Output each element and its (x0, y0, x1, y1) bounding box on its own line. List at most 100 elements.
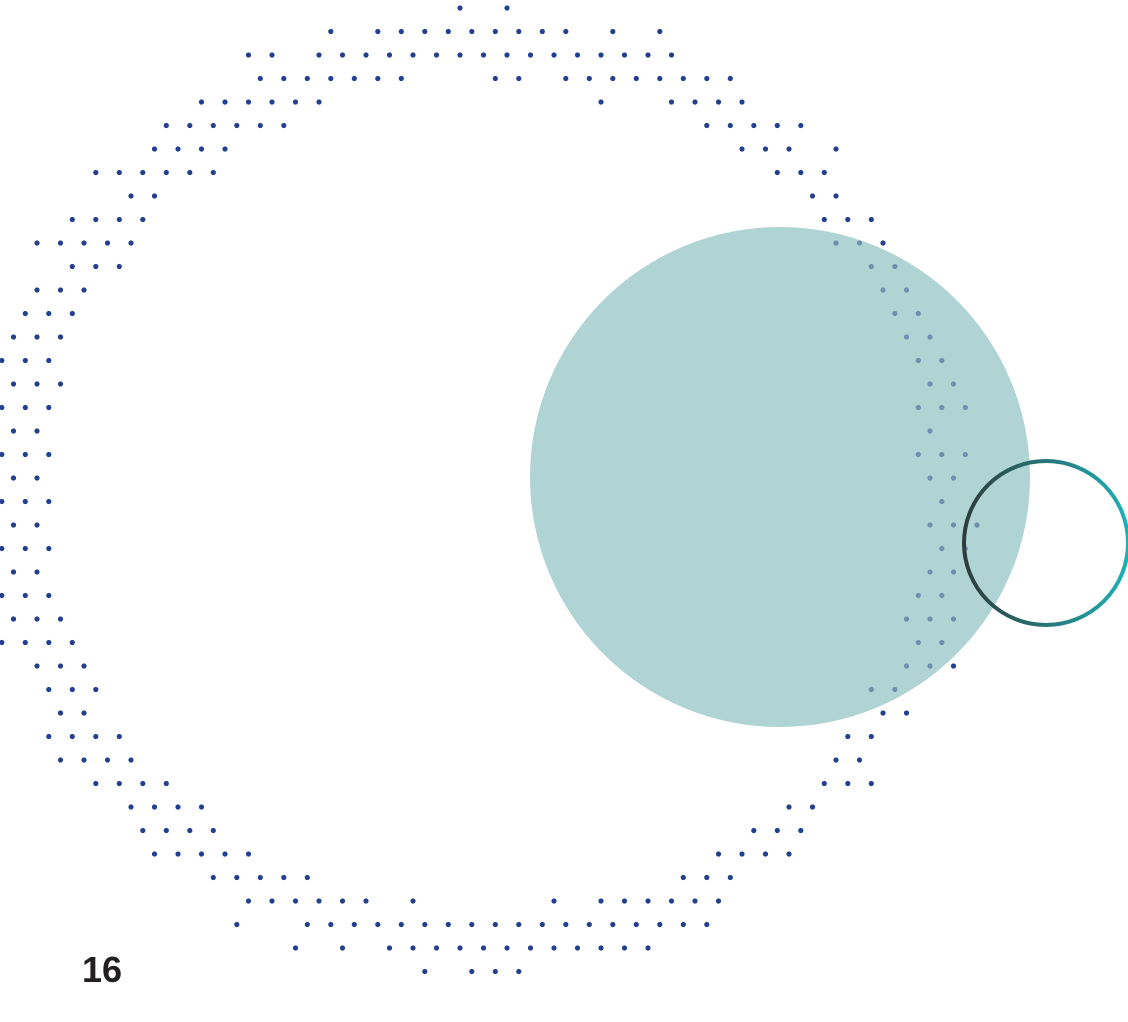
ring-dot (10, 522, 17, 528)
page-number: 16 (82, 949, 123, 990)
ring-dot (598, 99, 604, 105)
gradient-ring-outline-icon (962, 459, 1128, 627)
ring-dot (339, 945, 346, 951)
ring-dot (163, 122, 169, 129)
ring-dot (915, 592, 921, 599)
ring-dot (504, 945, 510, 951)
ring-dot (292, 99, 299, 105)
ring-dot (504, 5, 510, 11)
ring-dot (868, 263, 874, 270)
ring-dot (422, 28, 428, 35)
ring-dot (551, 52, 557, 58)
ring-dot (0, 639, 5, 646)
ring-dot (445, 921, 451, 928)
ring-dot (210, 122, 216, 129)
ring-dot (492, 921, 498, 928)
ring-dot (645, 898, 651, 904)
ring-dot (316, 52, 322, 58)
ring-dot (128, 757, 134, 763)
ring-dot (915, 357, 921, 364)
ring-dot (93, 216, 99, 223)
ring-dot (950, 522, 957, 528)
ring-dot (433, 945, 440, 951)
ring-dot (46, 357, 52, 364)
ring-dot (880, 287, 886, 293)
ring-dot (398, 921, 404, 928)
dotted-ring-overlay-icon (833, 240, 980, 693)
ring-dot (704, 122, 710, 129)
ring-dot (610, 28, 616, 35)
ring-dot (633, 75, 639, 82)
ring-dot (657, 921, 663, 928)
ring-dot (927, 381, 933, 387)
ring-dot (363, 52, 369, 58)
ring-dot (10, 381, 17, 387)
ring-dot (457, 945, 463, 951)
ring-dot (222, 851, 228, 857)
ring-dot (915, 404, 921, 411)
ring-dot (962, 451, 968, 458)
ring-dot (46, 310, 52, 317)
ring-dot (563, 75, 569, 82)
ring-dot (950, 663, 957, 669)
ring-dot (198, 99, 205, 105)
ring-dot (386, 52, 393, 58)
ring-dot (386, 945, 393, 951)
ring-dot (269, 99, 275, 105)
ring-dot (480, 52, 487, 58)
ring-dot (598, 52, 604, 58)
ring-dot (927, 663, 933, 669)
ring-dot (480, 945, 487, 951)
ring-dot (81, 757, 87, 763)
ring-dot (46, 592, 52, 599)
ring-dot (939, 404, 945, 411)
ring-dot (786, 851, 792, 857)
ring-dot (210, 827, 216, 834)
ring-dot (69, 216, 75, 223)
ring-dot (22, 498, 28, 505)
ring-dot (151, 804, 158, 810)
ring-dot (762, 146, 769, 152)
ring-dot (198, 851, 205, 857)
ring-dot (281, 75, 287, 82)
ring-dot (974, 522, 980, 528)
ring-dot (363, 898, 369, 904)
ring-dot (950, 616, 957, 622)
ring-dot (657, 75, 663, 82)
ring-dot (739, 851, 745, 857)
ring-dot (151, 851, 158, 857)
ring-dot (175, 146, 181, 152)
ring-dot (915, 639, 921, 646)
ring-dot (46, 733, 52, 740)
ring-dot (304, 874, 310, 881)
ring-dot (492, 75, 498, 82)
ring-dot (892, 686, 898, 693)
ring-dot (198, 146, 205, 152)
ring-dot (351, 75, 357, 82)
ring-dot (57, 381, 64, 387)
ring-dot (187, 827, 193, 834)
ring-dot (351, 921, 357, 928)
ring-dot (304, 921, 310, 928)
ring-dot (504, 52, 510, 58)
ring-dot (950, 475, 957, 481)
ring-dot (116, 216, 122, 223)
ring-dot (422, 921, 428, 928)
ring-dot (469, 28, 475, 35)
ring-dot (621, 898, 628, 904)
ring-dot (551, 898, 557, 904)
ring-dot (668, 898, 675, 904)
ring-dot (222, 99, 228, 105)
ring-dot (574, 945, 581, 951)
ring-dot (198, 804, 205, 810)
ring-dot (527, 52, 534, 58)
ring-dot (798, 827, 804, 834)
ring-dot (69, 639, 75, 646)
ring-dot (222, 146, 228, 152)
ring-dot (939, 639, 945, 646)
ring-dot (328, 75, 334, 82)
ring-dot (116, 169, 122, 176)
ring-dot (751, 122, 757, 129)
ring-dot (715, 851, 722, 857)
ring-dot (680, 921, 686, 928)
